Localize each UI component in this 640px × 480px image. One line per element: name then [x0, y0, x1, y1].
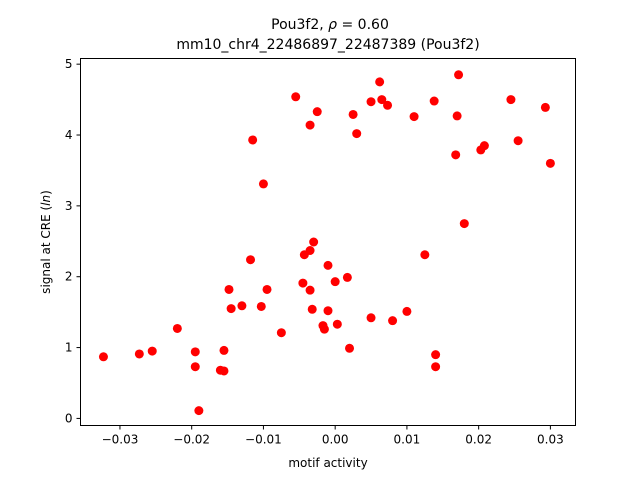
data-point: [305, 120, 315, 130]
x-axis-label: motif activity: [288, 456, 367, 470]
data-point: [246, 255, 256, 265]
data-point: [219, 366, 229, 376]
y-tick-label: 5: [65, 57, 73, 71]
x-tick-label: 0.03: [537, 433, 564, 447]
data-point: [309, 237, 319, 247]
data-point: [506, 95, 516, 105]
data-point: [194, 406, 204, 416]
data-point: [454, 70, 464, 80]
data-point: [147, 346, 157, 356]
data-point: [298, 278, 308, 288]
y-tick-label: 1: [65, 341, 73, 355]
data-point: [402, 306, 412, 316]
data-point: [420, 250, 430, 260]
data-point: [330, 277, 340, 287]
y-axis-ticks: 0 1 2 3 4 5: [65, 57, 81, 425]
data-point: [262, 284, 272, 294]
data-point: [540, 102, 550, 112]
data-point: [312, 107, 322, 117]
data-point: [345, 343, 355, 353]
x-tick-label: 0.00: [322, 433, 349, 447]
data-point: [258, 179, 268, 189]
data-point: [377, 95, 387, 105]
data-point: [409, 112, 419, 122]
data-point: [545, 158, 555, 168]
data-point: [291, 92, 301, 102]
x-tick-label: 0.01: [394, 433, 421, 447]
data-point: [307, 304, 317, 314]
y-tick-label: 2: [65, 270, 73, 284]
data-point: [366, 97, 376, 107]
data-point: [323, 306, 333, 316]
data-point: [431, 362, 441, 372]
data-point: [348, 109, 358, 119]
data-point: [431, 350, 441, 360]
chart-title-line2: mm10_chr4_22486897_22487389 (Pou3f2): [176, 37, 479, 53]
data-point: [98, 352, 108, 362]
y-tick-label: 3: [65, 199, 73, 213]
data-point: [190, 347, 200, 357]
data-point: [342, 272, 352, 282]
data-point: [305, 285, 315, 295]
data-point: [224, 284, 234, 294]
data-point: [226, 304, 236, 314]
data-point: [375, 77, 385, 87]
x-axis-ticks: −0.03 −0.02 −0.01 0.00 0.01 0.02 0.03: [102, 425, 564, 447]
data-point: [513, 136, 523, 146]
data-point: [479, 141, 489, 151]
data-point: [172, 323, 182, 333]
data-point: [248, 135, 258, 145]
data-point: [459, 219, 469, 229]
data-point: [451, 150, 461, 160]
y-axis-label: signal at CRE (ln): [39, 190, 53, 294]
chart-title-line1: Pou3f2, ρ = 0.60: [271, 17, 389, 33]
data-point: [319, 324, 329, 334]
data-point: [305, 246, 315, 255]
data-point: [219, 345, 229, 355]
x-tick-label: 0.02: [465, 433, 492, 447]
data-points: [98, 70, 555, 416]
data-point: [276, 328, 286, 338]
x-tick-label: −0.02: [173, 433, 210, 447]
plot-frame: [80, 58, 576, 426]
x-tick-label: −0.03: [102, 433, 139, 447]
data-point: [429, 96, 439, 106]
data-point: [190, 362, 200, 372]
data-point: [366, 313, 376, 323]
data-point: [323, 260, 333, 270]
data-point: [383, 100, 393, 110]
data-point: [452, 111, 462, 121]
data-point: [134, 349, 144, 359]
y-tick-label: 4: [65, 128, 73, 142]
data-point: [237, 301, 247, 311]
data-point: [388, 316, 398, 326]
x-tick-label: −0.01: [245, 433, 282, 447]
y-tick-label: 0: [65, 411, 73, 425]
data-point: [332, 319, 342, 329]
data-point: [256, 301, 266, 311]
data-point: [352, 129, 362, 139]
